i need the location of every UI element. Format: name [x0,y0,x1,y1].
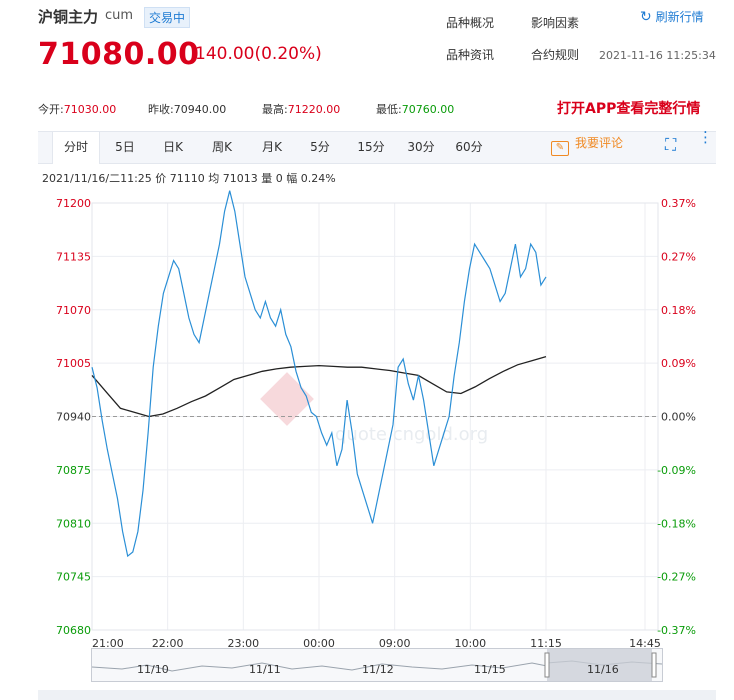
pct-tick-label: 0.00% [661,411,696,424]
trading-status-badge: 交易中 [144,7,191,28]
y-tick-label: 71005 [56,357,91,370]
comment-label: 我要评论 [575,136,624,150]
time-navigator[interactable]: 11/10 11/11 11/12 11/15 11/16 [91,648,663,682]
x-tick-label: 23:00 [227,637,259,650]
x-tick-label: 00:00 [303,637,335,650]
x-tick-label: 10:00 [454,637,486,650]
tab-daily-k[interactable]: 日K [163,140,183,154]
stat-low-label: 最低: [376,103,402,116]
fullscreen-icon[interactable]: ⛶ [665,135,677,154]
contract-code: cum [105,8,134,23]
navigator-label: 11/15 [474,663,506,676]
navigator-label: 11/10 [137,663,169,676]
y-tick-label: 71070 [56,304,91,317]
pct-tick-label: -0.09% [657,464,696,477]
watermark-logo [260,372,314,426]
stat-high-label: 最高: [262,103,288,116]
refresh-button[interactable]: ↻ 刷新行情 [640,8,704,25]
open-app-link[interactable]: 打开APP查看完整行情 [557,101,701,117]
pct-tick-label: -0.27% [657,571,696,584]
stat-open-value: 71030.00 [63,103,117,116]
x-tick-label: 22:00 [152,637,184,650]
navigator-chart [91,649,663,681]
watermark-text: quote.cngold.org [335,424,488,445]
edit-icon: ✎ [551,141,569,156]
tab-monthly-k[interactable]: 月K [262,140,282,154]
pct-tick-label: 0.27% [661,250,696,263]
stat-low: 最低:70760.00 [376,101,454,117]
navigator-label: 11/11 [249,663,281,676]
pct-tick-label: 0.18% [661,304,696,317]
average-price-line [91,355,547,418]
x-tick-label: 21:00 [92,637,124,650]
stat-prev: 昨收:70940.00 [148,101,226,117]
navigator-label: 11/12 [362,663,394,676]
pct-tick-label: -0.37% [657,624,696,637]
y-tick-label: 70810 [56,517,91,530]
link-factors[interactable]: 影响因素 [531,16,580,30]
more-icon[interactable]: ⋮ [698,128,713,146]
y-tick-label: 70680 [56,624,91,637]
price-line [91,190,547,558]
stat-open-label: 今开: [38,103,64,116]
tab-60min[interactable]: 60分 [455,140,483,154]
contract-title: 沪铜主力 [38,8,99,26]
stat-prev-label: 昨收: [148,103,174,116]
y-tick-label: 71200 [56,197,91,210]
y-tick-label: 70940 [56,411,91,424]
stat-high-value: 71220.00 [287,103,341,116]
pct-tick-label: -0.18% [657,517,696,530]
stat-low-value: 70760.00 [401,103,455,116]
price-change: 140.00(0.20%) [195,44,322,64]
pct-tick-label: 0.09% [661,357,696,370]
tab-30min[interactable]: 30分 [407,140,435,154]
navigator-label: 11/16 [587,663,619,676]
stat-prev-value: 70940.00 [173,103,227,116]
tab-5min[interactable]: 5分 [310,140,330,154]
pct-tick-label: 0.37% [661,197,696,210]
x-tick-label: 09:00 [379,637,411,650]
link-contract-rules[interactable]: 合约规则 [531,48,580,62]
tab-intraday[interactable]: 分时 [52,132,100,164]
tab-15min[interactable]: 15分 [357,140,385,154]
link-overview[interactable]: 品种概况 [446,16,495,30]
y-tick-label: 70745 [56,571,91,584]
footer-band [38,690,716,700]
comment-button[interactable]: ✎ 我要评论 [551,134,623,156]
refresh-icon: ↻ [640,9,652,25]
refresh-label: 刷新行情 [655,10,704,24]
tab-5day[interactable]: 5日 [115,140,135,154]
x-tick-label: 11:15 [530,637,562,650]
y-tick-label: 70875 [56,464,91,477]
x-tick-label: 14:45 [629,637,661,650]
quote-timestamp: 2021-11-16 11:25:34 [599,49,716,62]
stat-high: 最高:71220.00 [262,101,340,117]
last-price: 71080.00 [38,37,200,72]
y-tick-label: 71135 [56,250,91,263]
crosshair-info: 2021/11/16/二11:25 价 71110 均 71013 量 0 幅 … [42,172,336,185]
tab-weekly-k[interactable]: 周K [212,140,232,154]
timeframe-tabbar: 分时 5日 日K 周K 月K 5分 15分 30分 60分 [38,131,716,164]
stat-open: 今开:71030.00 [38,101,116,117]
link-news[interactable]: 品种资讯 [446,48,495,62]
